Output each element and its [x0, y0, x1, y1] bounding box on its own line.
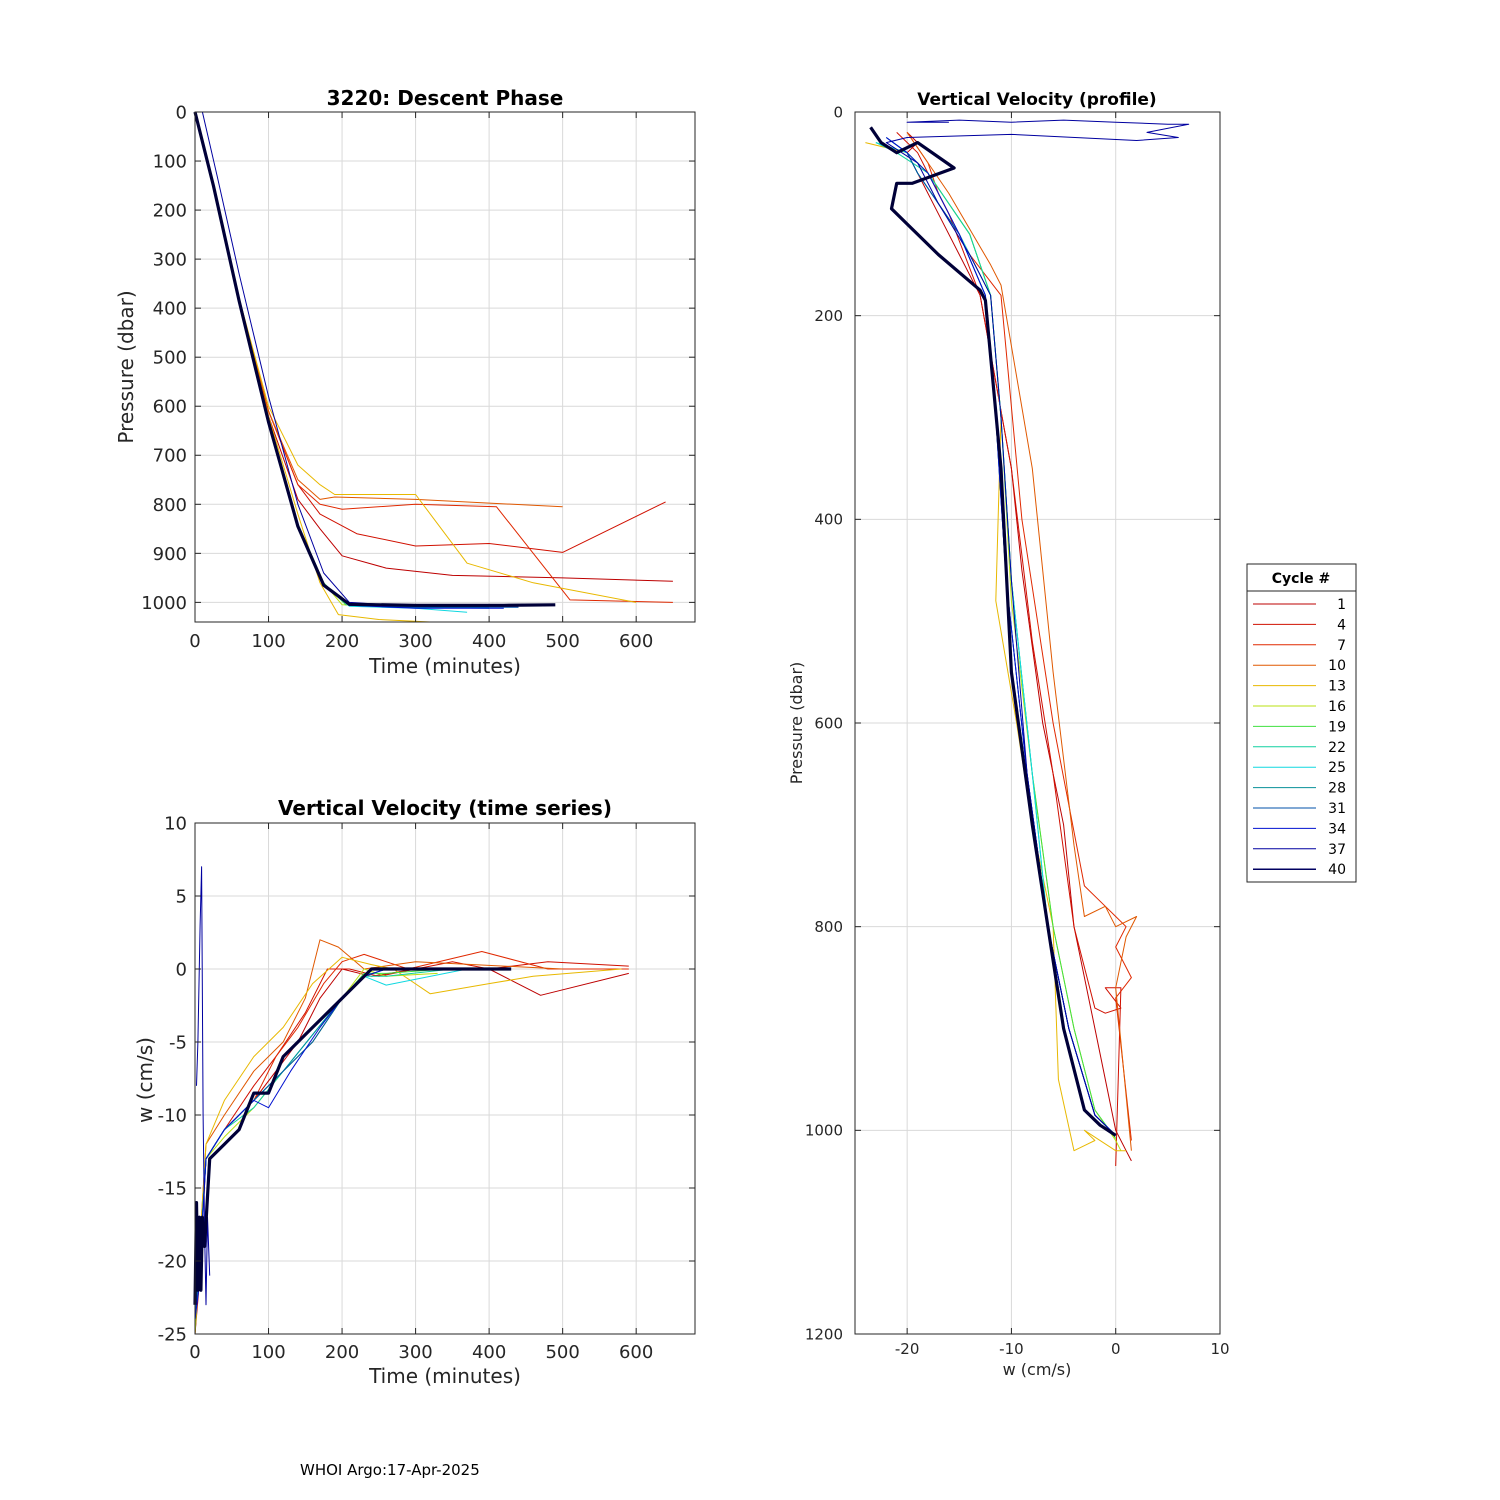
- vv-time-axes: Vertical Velocity (time series) 0 100 200 3…: [133, 796, 696, 1388]
- y-tick-label: 0: [176, 102, 187, 123]
- x-tick-label: 600: [619, 631, 653, 652]
- vv-time-series: [193, 866, 629, 1335]
- legend-label: 19: [1328, 719, 1346, 735]
- descent-x-ticks: 0 100 200 300 400 500 600: [189, 112, 653, 652]
- y-tick-label: 400: [153, 299, 187, 320]
- y-tick-label: 600: [153, 397, 187, 418]
- legend-label: 25: [1328, 760, 1346, 776]
- vv-profile-ylabel: Pressure (dbar): [787, 662, 806, 785]
- legend-label: 13: [1328, 679, 1346, 695]
- y-tick-label: 5: [176, 886, 187, 907]
- y-tick-label: -5: [169, 1032, 187, 1053]
- x-tick-label: 600: [619, 1342, 653, 1363]
- vv-time-title: Vertical Velocity (time series): [278, 796, 612, 820]
- y-tick-label: 800: [153, 495, 187, 516]
- series-line-cycle-37: [196, 866, 211, 1306]
- x-tick-label: 400: [472, 1342, 506, 1363]
- vv-profile-y-ticks: 0 200 400 600 800 1000 1200: [805, 103, 1220, 1343]
- descent-series: [193, 111, 673, 623]
- x-tick-label: -10: [999, 1340, 1024, 1358]
- descent-axes: 3220: Descent Phase 0 100 200 300 400 500 600 …: [114, 86, 696, 678]
- y-tick-label: 1000: [141, 593, 187, 614]
- legend-label: 28: [1328, 781, 1346, 797]
- descent-title: 3220: Descent Phase: [327, 86, 564, 110]
- vv-time-xlabel: Time (minutes): [368, 1364, 521, 1388]
- legend-label: 34: [1328, 821, 1346, 837]
- y-tick-label: 0: [176, 959, 187, 980]
- vv-time-x-ticks: 0 100 200 300 400 500 600: [189, 823, 653, 1363]
- y-tick-label: 10: [164, 813, 187, 834]
- x-tick-label: 200: [325, 631, 359, 652]
- legend-label: 31: [1328, 801, 1346, 817]
- y-tick-label: 200: [814, 307, 843, 325]
- x-tick-label: 300: [398, 631, 432, 652]
- x-tick-label: 100: [251, 631, 285, 652]
- x-tick-label: 0: [189, 1342, 200, 1363]
- descent-frame: [194, 111, 696, 623]
- legend-label: 22: [1328, 740, 1346, 756]
- y-tick-label: 1200: [805, 1325, 843, 1343]
- y-tick-label: 900: [153, 544, 187, 565]
- y-tick-label: 800: [814, 918, 843, 936]
- series-line-cycle-40: [193, 111, 556, 607]
- legend-label: 10: [1328, 658, 1346, 674]
- x-tick-label: 0: [189, 631, 200, 652]
- vv-profile-x-ticks: -20 -10 0 10: [895, 112, 1230, 1358]
- vv-time-frame: [194, 822, 696, 1335]
- x-tick-label: 200: [325, 1342, 359, 1363]
- x-tick-label: 300: [398, 1342, 432, 1363]
- legend-label: 1: [1337, 597, 1346, 613]
- y-tick-label: 1000: [805, 1122, 843, 1140]
- series-line-cycle-40: [193, 967, 512, 1305]
- legend-label: 4: [1337, 617, 1346, 633]
- legend: Cycle # 1 4 7 10 13 16 19 22 25 28 31 34 37 40: [1246, 563, 1357, 883]
- legend-label: 37: [1328, 842, 1346, 858]
- legend-title: Cycle #: [1272, 571, 1331, 587]
- y-tick-label: -15: [158, 1178, 187, 1199]
- y-tick-label: 600: [814, 714, 843, 732]
- y-tick-label: 300: [153, 250, 187, 271]
- y-tick-label: 200: [153, 201, 187, 222]
- series-line-cycle-37: [885, 119, 1190, 1136]
- vv-time-y-ticks: -25 -20 -15 -10 -5 0 5 10: [158, 813, 695, 1345]
- legend-label: 16: [1328, 699, 1346, 715]
- vv-profile-series: [865, 119, 1190, 1167]
- y-tick-label: -20: [158, 1251, 187, 1272]
- series-line-cycle-34: [194, 968, 504, 1320]
- vv-time-ylabel: w (cm/s): [133, 1037, 157, 1123]
- x-tick-label: 10: [1210, 1340, 1229, 1358]
- y-tick-label: -25: [158, 1324, 187, 1345]
- x-tick-label: 0: [1111, 1340, 1121, 1358]
- vv-profile-axes: Vertical Velocity (profile) -20 -10 0 10 0 2…: [787, 90, 1230, 1379]
- x-tick-label: 500: [545, 1342, 579, 1363]
- y-tick-label: 700: [153, 446, 187, 467]
- y-tick-label: 0: [833, 103, 843, 121]
- footer-credit: WHOI Argo:17-Apr-2025: [300, 1461, 480, 1479]
- descent-plot-area: [195, 112, 695, 622]
- vv-profile-xlabel: w (cm/s): [1003, 1360, 1072, 1379]
- y-tick-label: -10: [158, 1105, 187, 1126]
- x-tick-label: 400: [472, 631, 506, 652]
- descent-ylabel: Pressure (dbar): [114, 290, 138, 443]
- legend-entries: 1 4 7 10 13 16 19 22 25 28 31 34 37 40: [1253, 597, 1346, 878]
- x-tick-label: -20: [895, 1340, 920, 1358]
- vv-profile-title: Vertical Velocity (profile): [917, 90, 1156, 110]
- legend-label: 7: [1337, 638, 1346, 654]
- x-tick-label: 100: [251, 1342, 285, 1363]
- y-tick-label: 400: [814, 511, 843, 529]
- series-line-cycle-10: [906, 132, 1138, 1151]
- vv-time-plot-area: [195, 823, 695, 1334]
- y-tick-label: 500: [153, 348, 187, 369]
- legend-box: [1246, 563, 1357, 883]
- y-tick-label: 100: [153, 152, 187, 173]
- series-line-cycle-40: [869, 126, 1117, 1137]
- legend-label: 40: [1328, 862, 1346, 878]
- descent-y-ticks: 0 100 200 300 400 500 600 700 800 900 1000: [141, 102, 695, 614]
- series-line-cycle-13: [194, 956, 622, 1335]
- descent-xlabel: Time (minutes): [368, 654, 521, 678]
- x-tick-label: 500: [545, 631, 579, 652]
